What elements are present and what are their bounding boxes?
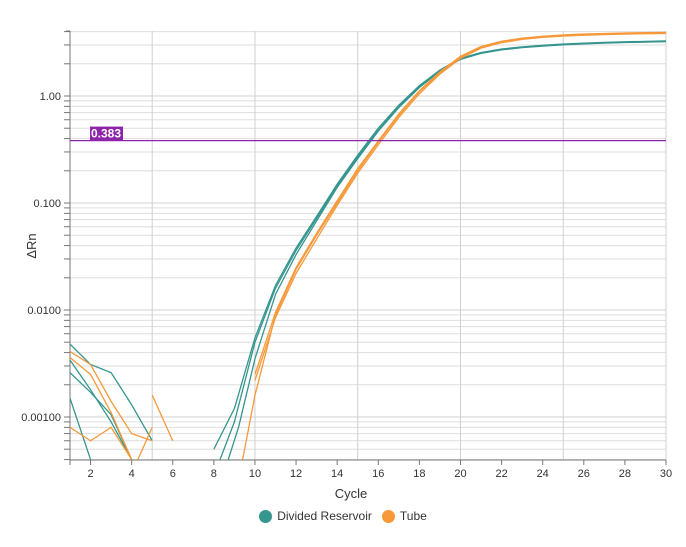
amplification-curve[interactable] bbox=[254, 32, 666, 381]
x-tick-label: 10 bbox=[249, 468, 261, 480]
amplification-curve[interactable] bbox=[219, 40, 666, 460]
legend-dot-icon bbox=[259, 509, 273, 523]
threshold-label: 0.383 bbox=[91, 127, 121, 141]
legend-item-tube[interactable]: Tube bbox=[381, 509, 427, 523]
legend-item-divided-reservoir[interactable]: Divided Reservoir bbox=[259, 509, 372, 523]
x-tick-label: 14 bbox=[331, 468, 343, 480]
x-tick-label: 22 bbox=[495, 468, 507, 480]
x-axis: 2 4 6 8 10 12 14 16 18 20 22 24 26 28 30 bbox=[69, 459, 672, 480]
x-tick-label: 8 bbox=[211, 468, 217, 480]
x-tick-label: 26 bbox=[578, 468, 590, 480]
x-tick-label: 6 bbox=[170, 468, 176, 480]
grid-lines bbox=[70, 31, 667, 461]
amplification-curves bbox=[70, 31, 666, 460]
amplification-curve[interactable] bbox=[213, 40, 666, 450]
amplification-curve[interactable] bbox=[254, 31, 666, 375]
amplification-curve[interactable] bbox=[70, 426, 133, 460]
x-tick-label: 12 bbox=[290, 468, 302, 480]
legend-label: Divided Reservoir bbox=[277, 509, 372, 523]
legend-dot-icon bbox=[381, 509, 395, 523]
amplification-curve[interactable] bbox=[70, 359, 133, 460]
x-axis-title: Cycle bbox=[335, 486, 368, 501]
amplification-curve[interactable] bbox=[151, 394, 174, 442]
amplification-curve[interactable] bbox=[70, 356, 133, 460]
y-tick-label: 1.00 bbox=[40, 91, 61, 103]
amplification-curve[interactable] bbox=[137, 427, 153, 460]
x-tick-label: 18 bbox=[413, 468, 425, 480]
legend: Divided Reservoir Tube bbox=[0, 509, 686, 523]
amplification-curve[interactable] bbox=[70, 350, 153, 442]
x-tick-label: 24 bbox=[537, 468, 549, 480]
amplification-curve[interactable] bbox=[70, 372, 133, 460]
amplification-curve[interactable] bbox=[70, 397, 92, 460]
y-axis-title: ΔRn bbox=[24, 233, 39, 258]
y-tick-label: 0.0100 bbox=[27, 305, 61, 317]
amplification-curve[interactable] bbox=[241, 32, 666, 460]
amplification-curve[interactable] bbox=[70, 343, 153, 442]
x-tick-label: 30 bbox=[660, 468, 672, 480]
y-tick-label: 0.00100 bbox=[21, 412, 61, 424]
x-tick-label: 28 bbox=[619, 468, 631, 480]
y-tick-label: 0.100 bbox=[33, 198, 61, 210]
legend-label: Tube bbox=[399, 509, 427, 523]
x-tick-label: 2 bbox=[87, 468, 93, 480]
x-tick-label: 4 bbox=[129, 468, 135, 480]
x-tick-label: 16 bbox=[372, 468, 384, 480]
x-tick-label: 20 bbox=[454, 468, 466, 480]
threshold-line[interactable]: 0.383 bbox=[70, 126, 666, 142]
y-axis: 1.00 0.100 0.0100 0.00100 bbox=[21, 30, 71, 461]
